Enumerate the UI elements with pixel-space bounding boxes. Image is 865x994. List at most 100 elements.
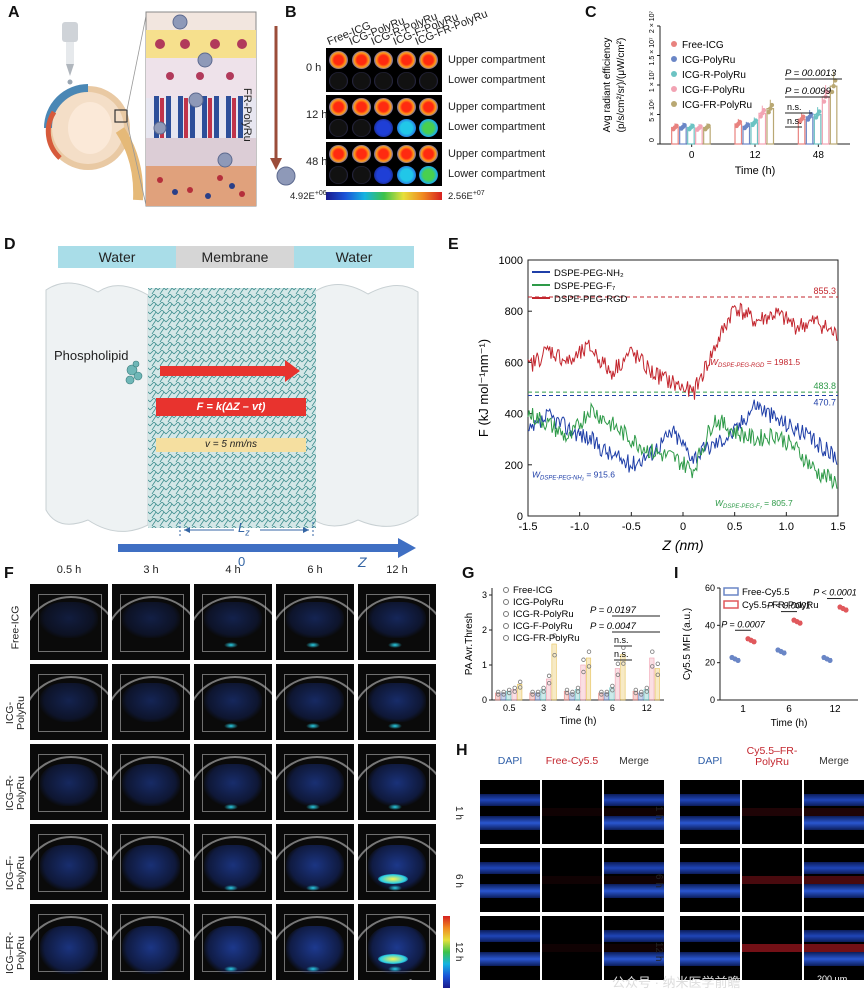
pa-hotspot <box>224 885 238 891</box>
y-axis-label: PA Avr.Thresh <box>464 613 475 675</box>
z-axis-label: Z <box>358 554 367 570</box>
nuclear-layer <box>604 862 664 874</box>
scale-bar-label: 2 mm <box>408 978 431 988</box>
tissue-arc <box>358 676 436 740</box>
tissue-arc <box>30 756 108 820</box>
fluorescence-image <box>542 780 602 844</box>
data-point <box>827 657 833 664</box>
nuclear-layer <box>604 816 664 830</box>
panel-label-f: F <box>4 565 14 582</box>
water-left-label: Water <box>58 246 176 268</box>
pa-hotspot <box>388 966 402 972</box>
data-point <box>610 687 615 693</box>
pa-hotspot <box>224 642 238 648</box>
nuclear-layer <box>604 794 664 806</box>
y-tick-label: 1000 <box>499 255 523 267</box>
legend-marker <box>671 71 677 77</box>
data-point <box>610 683 615 689</box>
force-series-line <box>527 302 838 400</box>
panel-b-scale-max: 2.56E+07 <box>448 190 485 203</box>
cy55-signal <box>804 876 864 884</box>
well-signal <box>351 119 371 137</box>
group-label: ICG–R- PolyRu <box>4 775 27 811</box>
well-signal <box>329 98 348 116</box>
nuclear-layer <box>480 884 540 898</box>
data-point <box>639 692 644 697</box>
y-tick-label: 0 <box>517 511 523 523</box>
data-point <box>546 680 552 686</box>
data-point <box>797 620 803 626</box>
pa-signal <box>204 602 262 638</box>
panel-b-scale-min: 4.92E+06 <box>290 190 327 203</box>
cy55-signal <box>542 876 602 884</box>
legend-marker <box>503 587 509 593</box>
roi-box <box>366 834 430 892</box>
tissue-arc <box>276 676 354 740</box>
nuclear-layer <box>604 884 664 898</box>
data-point <box>575 685 581 691</box>
p-value-label: P = 00.0013 <box>785 68 837 79</box>
tissue-arc <box>358 836 436 900</box>
f7-max-label: 483.8 <box>813 381 836 391</box>
data-point <box>633 687 638 693</box>
group-label: Free-ICG <box>9 605 22 650</box>
cy55-signal <box>604 944 664 952</box>
roi-box <box>38 594 102 652</box>
data-point <box>615 661 621 666</box>
nuclear-layer <box>680 816 740 830</box>
panel-label-b: B <box>285 4 297 21</box>
well-signal <box>374 72 393 90</box>
well-signal <box>396 98 416 116</box>
lower-compartment-label: Lower compartment <box>448 168 546 180</box>
y-tick-label: 0 <box>482 695 487 705</box>
nuclear-layer <box>804 930 864 942</box>
pa-image <box>194 584 272 660</box>
y-tick-label: 2 × 10⁷ <box>649 10 656 33</box>
bar <box>614 668 620 701</box>
ivis-image <box>326 48 442 92</box>
data-point <box>564 690 570 696</box>
fluorescence-image <box>480 780 540 844</box>
data-point <box>753 118 759 123</box>
panel-h-fluorescence: DAPI Free-Cy5.5 Merge 1 h 6 h 12 h DAPI Cy5.5–F… <box>453 742 865 994</box>
time-header: 6 h <box>307 564 323 576</box>
panel-label-i: I <box>674 565 679 582</box>
well-signal <box>419 72 438 90</box>
y-tick-label: 400 <box>505 409 523 421</box>
panel-a-arrow-label: FR-PolyRu <box>241 88 253 142</box>
well-signal <box>374 166 393 184</box>
data-point <box>737 119 743 125</box>
time-label: 0 h <box>306 62 322 74</box>
x-axis-label: Z (nm) <box>661 537 703 553</box>
pa-signal <box>204 845 262 890</box>
lower-compartment-label: Lower compartment <box>448 74 546 86</box>
data-point <box>586 664 592 669</box>
zero-label: 0 <box>238 554 246 569</box>
pa-signal <box>286 845 344 890</box>
data-point <box>735 657 741 664</box>
y-tick-label: 1 × 10⁷ <box>649 69 656 92</box>
panel-label-a: A <box>8 4 20 21</box>
data-point <box>690 123 695 129</box>
panel-c-chart: 0 5 × 10⁶ 1 × 10⁷ 1.5 × 10⁷ 2 × 10⁷ Avg radia… <box>602 10 850 177</box>
well-signal <box>351 51 371 69</box>
upper-compartment-label: Upper compartment <box>448 148 546 160</box>
fluorescence-image <box>604 916 664 980</box>
y-axis-label: Cy5.5 MFI (a.u.) <box>682 608 693 680</box>
panel-b-colorbar <box>326 192 442 200</box>
y-tick-label: 1.5 × 10⁷ <box>649 37 656 65</box>
data-point <box>581 669 586 675</box>
data-point <box>581 657 586 662</box>
data-point <box>496 692 501 697</box>
pa-image <box>194 824 272 900</box>
pa-hotspot <box>224 723 238 729</box>
pa-signal <box>40 845 98 890</box>
x-tick-label: 4 <box>575 703 580 713</box>
well-signal <box>396 72 416 90</box>
tissue-arc <box>194 836 272 900</box>
panel-label-h: H <box>456 742 468 759</box>
bar <box>517 683 523 701</box>
bar <box>821 96 830 145</box>
data-point <box>570 692 575 697</box>
tissue-arc <box>194 916 272 980</box>
